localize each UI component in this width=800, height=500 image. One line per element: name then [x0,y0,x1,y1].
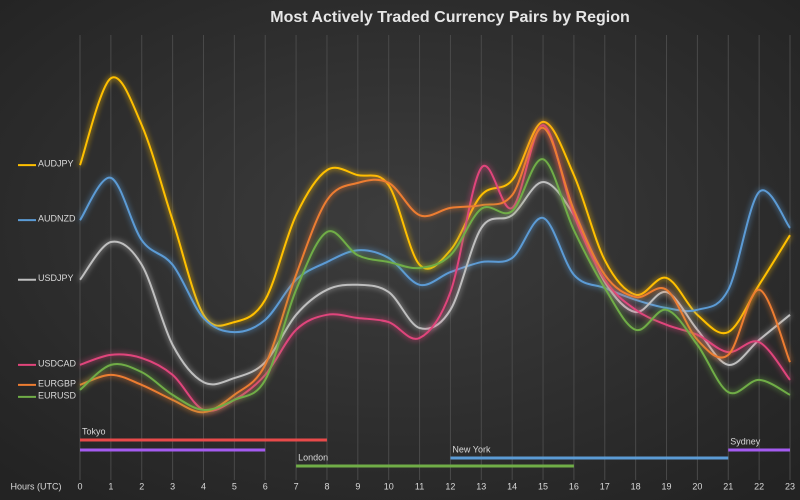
x-tick-label: 15 [538,481,548,491]
x-tick-label: 3 [170,481,175,491]
legend-label: EURUSD [38,390,77,400]
x-axis-label: Hours (UTC) [11,481,62,491]
x-tick-label: 13 [476,481,486,491]
x-tick-label: 8 [324,481,329,491]
x-tick-label: 4 [201,481,206,491]
x-tick-label: 1 [108,481,113,491]
x-tick-label: 9 [355,481,360,491]
x-tick-label: 2 [139,481,144,491]
x-tick-label: 20 [692,481,702,491]
legend-label: USDCAD [38,358,77,368]
x-tick-label: 23 [785,481,795,491]
session-label: New York [452,444,491,454]
legend-label: AUDNZD [38,214,76,224]
x-tick-label: 18 [631,481,641,491]
chart-title: Most Actively Traded Currency Pairs by R… [270,9,630,26]
x-tick-label: 0 [77,481,82,491]
legend-label: AUDJPY [38,159,74,169]
session-label: Sydney [730,436,761,446]
x-tick-label: 22 [754,481,764,491]
x-tick-label: 19 [662,481,672,491]
series-line [79,158,791,411]
series-line [79,180,791,386]
x-tick-label: 21 [723,481,733,491]
x-tick-label: 14 [507,481,517,491]
x-tick-label: 5 [232,481,237,491]
x-tick-label: 7 [294,481,299,491]
x-tick-label: 17 [600,481,610,491]
legend-label: EURGBP [38,378,76,388]
x-tick-label: 11 [415,481,424,491]
x-tick-label: 12 [445,481,455,491]
session-label: London [298,452,328,462]
series-line [79,76,791,335]
series-line [79,126,791,414]
x-tick-label: 16 [569,481,579,491]
legend-label: USDJPY [38,273,74,283]
x-tick-label: 10 [384,481,394,491]
x-tick-label: 6 [263,481,268,491]
session-label: Tokyo [82,426,106,436]
